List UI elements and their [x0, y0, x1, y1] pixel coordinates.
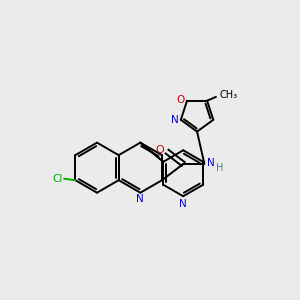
Text: H: H: [216, 163, 223, 172]
Text: N: N: [179, 199, 187, 208]
Text: O: O: [155, 145, 164, 155]
Text: Cl: Cl: [52, 174, 63, 184]
Text: O: O: [176, 95, 185, 105]
Text: N: N: [171, 116, 178, 125]
Text: N: N: [207, 158, 214, 168]
Text: CH₃: CH₃: [220, 90, 238, 100]
Text: N: N: [136, 194, 144, 204]
